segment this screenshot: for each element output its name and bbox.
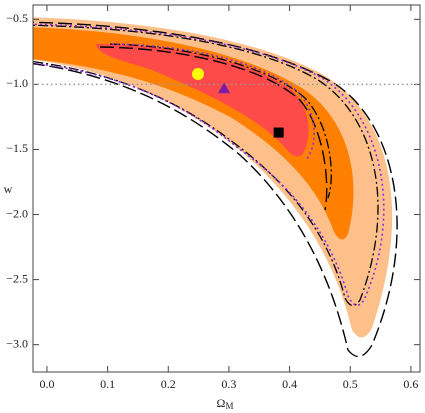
x-axis-label: ΩM: [217, 396, 234, 411]
x-tick-label: 0.1: [100, 377, 115, 391]
marker: [218, 82, 231, 94]
y-axis-label: w: [4, 182, 13, 196]
y-tick-label: −3.0: [6, 336, 28, 350]
y-tick-label: −1.5: [6, 141, 28, 155]
y-tick-label: −1.0: [6, 76, 28, 90]
x-tick-label: 0.5: [343, 377, 358, 391]
contour-1sigma: [96, 44, 309, 157]
marker: [273, 127, 284, 138]
contours: [33, 17, 398, 358]
x-tick-label: 0.4: [282, 377, 297, 391]
x-tick-label: 0.6: [403, 377, 418, 391]
y-tick-label: −2.0: [6, 206, 28, 220]
contour-dashdot: [33, 24, 379, 307]
marker: [191, 67, 204, 80]
plot-frame: [32, 4, 421, 373]
y-tick-label: −2.5: [6, 271, 28, 285]
y-tick-label: −0.5: [6, 11, 28, 25]
x-tick-label: 0.2: [161, 377, 176, 391]
x-tick-label: 0.0: [39, 377, 54, 391]
contour-dotted: [33, 23, 385, 306]
x-tick-label: 0.3: [221, 377, 236, 391]
